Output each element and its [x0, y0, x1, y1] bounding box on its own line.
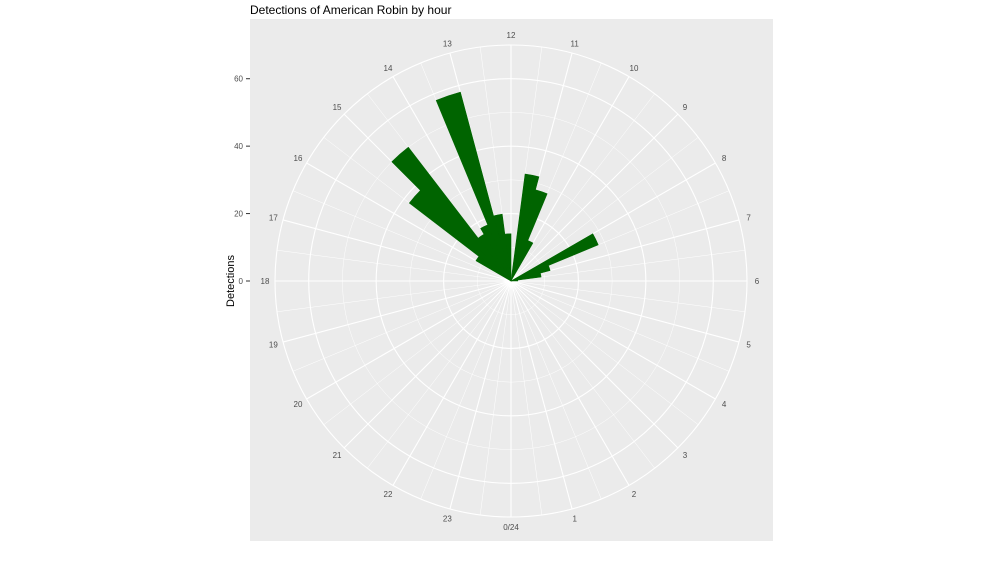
hour-tick-label: 8	[722, 154, 727, 163]
bar-wedge	[510, 173, 540, 282]
hour-tick-label: 17	[269, 213, 278, 222]
grid-spoke	[510, 280, 602, 500]
grid-spoke	[282, 280, 512, 343]
grid-spoke	[510, 249, 746, 282]
grid-spoke	[510, 280, 543, 516]
hour-tick-label: 18	[261, 277, 270, 286]
hour-labels: 0/24123456789101112131415161718192021222…	[261, 31, 760, 532]
grid-spoke	[510, 280, 730, 372]
bar-wedge	[391, 146, 512, 282]
grid-spoke	[276, 280, 512, 313]
hour-tick-label: 22	[384, 490, 393, 499]
grid-spoke	[510, 280, 630, 486]
hour-tick-label: 9	[683, 103, 688, 112]
hour-tick-label: 2	[632, 490, 637, 499]
grid-spoke	[449, 280, 512, 510]
hour-tick-label: 12	[507, 31, 516, 40]
bar-wedge	[408, 189, 512, 282]
hour-tick-label: 14	[384, 64, 393, 73]
hour-tick-label: 20	[294, 400, 303, 409]
grid-spoke	[510, 280, 655, 469]
grid-spoke	[367, 280, 512, 469]
grid-spoke	[392, 280, 512, 486]
grid-spoke	[292, 280, 512, 372]
hour-tick-label: 0/24	[503, 523, 519, 532]
hour-tick-label: 7	[746, 213, 751, 222]
grid-spoke	[343, 280, 512, 449]
y-tick-label: 40	[234, 142, 243, 151]
grid-spoke	[510, 280, 699, 425]
grid-spoke	[510, 280, 573, 510]
y-tick-label: 0	[239, 277, 244, 286]
grid-spoke	[510, 93, 655, 282]
y-tick-label: 60	[234, 75, 243, 84]
chart-title: Detections of American Robin by hour	[250, 3, 452, 17]
hour-tick-label: 11	[571, 39, 580, 48]
grid-layer	[274, 44, 748, 518]
hour-tick-label: 6	[755, 277, 760, 286]
hour-tick-label: 5	[746, 341, 751, 350]
y-axis: 0 20 40 60	[234, 75, 250, 286]
bar-wedge	[475, 255, 512, 282]
hour-tick-label: 15	[333, 103, 342, 112]
grid-spoke	[276, 249, 512, 282]
grid-spoke	[510, 280, 679, 449]
grid-spoke	[306, 280, 512, 400]
hour-tick-label: 4	[722, 400, 727, 409]
grid-spoke	[282, 219, 512, 282]
y-axis-title: Detections	[225, 255, 237, 307]
hour-tick-label: 16	[294, 154, 303, 163]
hour-tick-label: 19	[269, 341, 278, 350]
grid-spoke	[510, 137, 699, 282]
grid-spoke	[510, 280, 740, 343]
grid-spoke	[292, 190, 512, 282]
grid-spoke	[479, 280, 512, 516]
grid-spoke	[420, 280, 512, 500]
bar-wedge	[435, 91, 512, 282]
bar-wedge	[480, 224, 512, 282]
grid-spoke	[510, 113, 679, 282]
hour-tick-label: 13	[443, 39, 452, 48]
bars-layer	[391, 91, 599, 282]
grid-spoke	[323, 280, 512, 425]
hour-tick-label: 23	[443, 515, 452, 524]
hour-tick-label: 3	[683, 451, 688, 460]
y-tick-label: 20	[234, 210, 243, 219]
hour-tick-label: 21	[333, 451, 342, 460]
hour-tick-label: 1	[572, 515, 577, 524]
grid-spoke	[510, 280, 716, 400]
bar-wedge	[510, 233, 599, 282]
hour-tick-label: 10	[630, 64, 639, 73]
grid-spoke	[510, 280, 746, 313]
